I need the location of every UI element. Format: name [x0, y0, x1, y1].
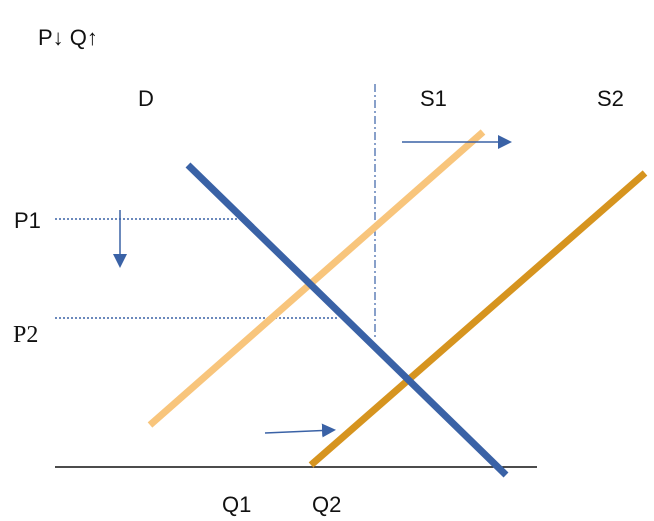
demand-curve [185, 162, 509, 478]
demand-label: D [138, 86, 154, 111]
price2-label: P2 [13, 322, 38, 348]
quantity2-label: Q2 [312, 492, 341, 517]
header-text: P↓ Q↑ [38, 25, 98, 50]
supply1-label: S1 [420, 86, 447, 111]
supply2-label: S2 [597, 86, 624, 111]
quantity1-label: Q1 [222, 492, 251, 517]
price1-label: P1 [14, 208, 41, 233]
supply1-curve [147, 129, 486, 428]
supply-shift-arrow-bottom-icon [264, 423, 336, 438]
supply2-curve [308, 170, 648, 468]
